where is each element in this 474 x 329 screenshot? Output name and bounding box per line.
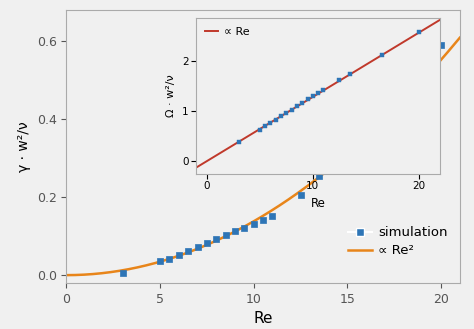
Y-axis label: γ · w²/ν: γ · w²/ν (17, 121, 31, 172)
Point (165, 256, 173, 261)
X-axis label: Re: Re (253, 311, 273, 326)
Point (231, 229, 239, 234)
Point (259, 217, 267, 222)
Point (250, 221, 257, 226)
Legend: simulation, ∝ Re²: simulation, ∝ Re² (343, 221, 453, 263)
Point (437, 42, 445, 48)
Point (203, 240, 210, 245)
Point (269, 213, 276, 218)
Point (184, 248, 192, 253)
Point (372, 130, 379, 136)
Point (212, 236, 220, 241)
Point (119, 270, 127, 276)
Point (156, 259, 164, 264)
Point (240, 225, 248, 230)
Point (316, 173, 323, 178)
Point (194, 244, 201, 249)
Point (222, 232, 229, 238)
Point (297, 192, 304, 198)
Point (175, 252, 182, 258)
